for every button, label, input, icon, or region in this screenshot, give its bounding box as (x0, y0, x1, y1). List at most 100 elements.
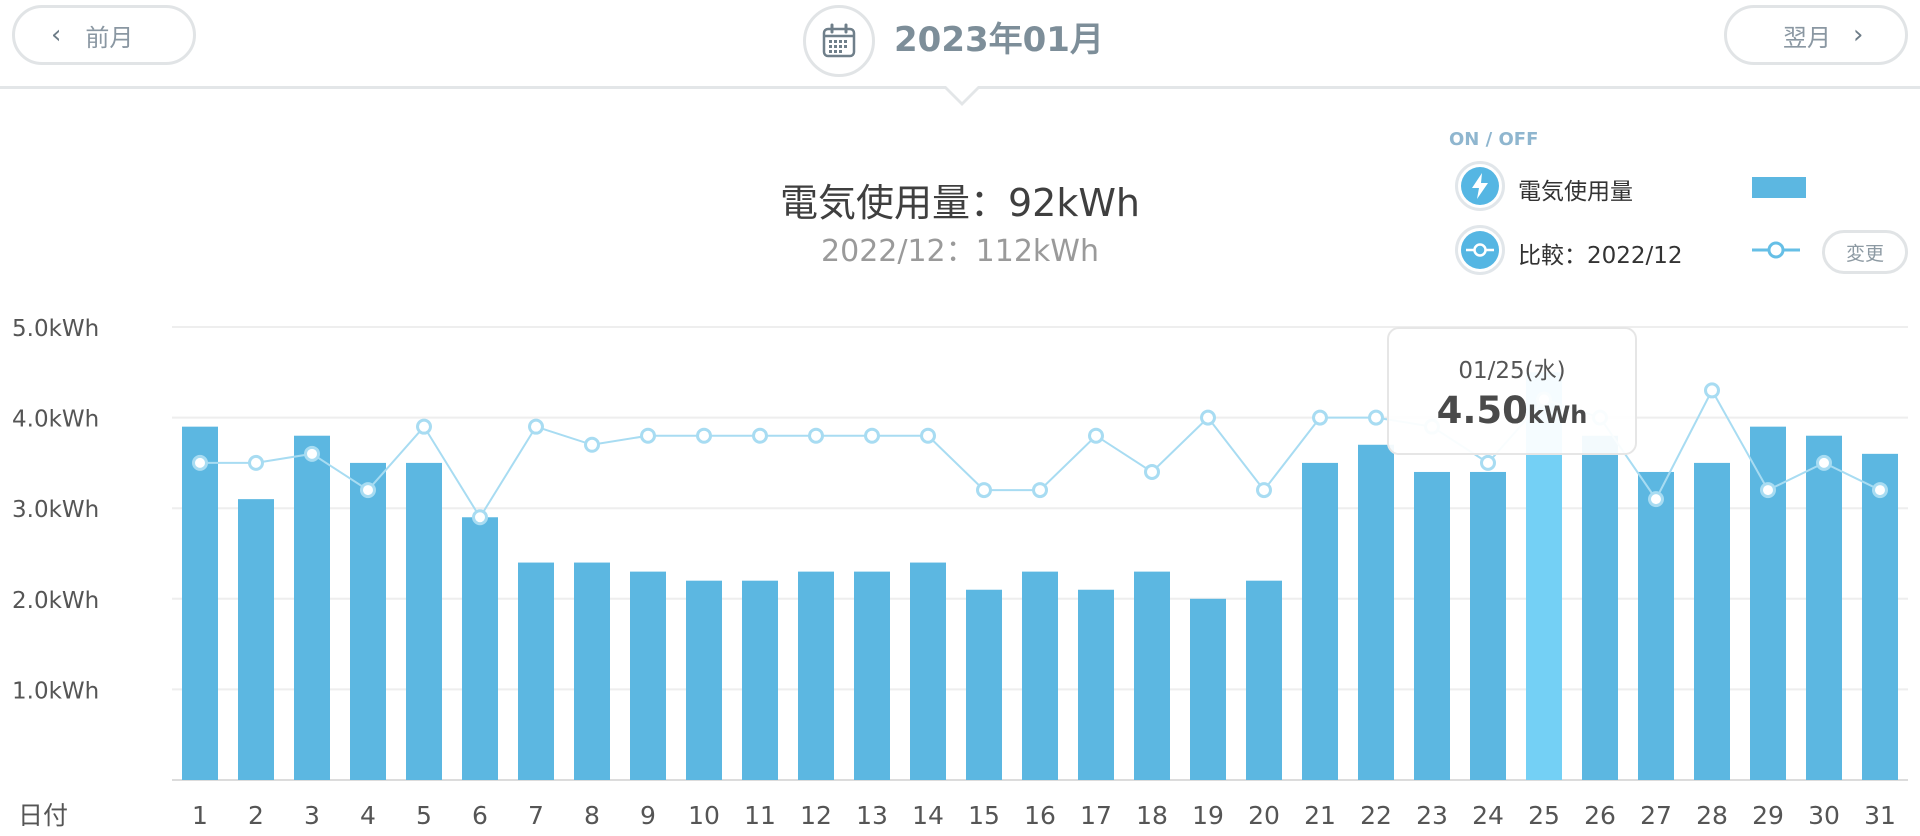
x-tick-label: 7 (528, 801, 544, 830)
usage-legend-label: 電気使用量 (1518, 179, 1633, 205)
change-compare-button[interactable]: 変更 (1822, 230, 1908, 274)
next-month-label: 翌月 (1783, 23, 1831, 52)
month-title: 2023年01月 (894, 20, 1104, 60)
chevron-left-icon: ‹ (51, 20, 62, 50)
x-tick-label: 19 (1192, 801, 1224, 830)
bar[interactable] (1078, 589, 1114, 780)
bar[interactable] (686, 580, 722, 780)
bar[interactable] (1358, 444, 1394, 780)
bar[interactable] (854, 571, 890, 780)
compare-point (360, 482, 376, 499)
x-tick-label: 31 (1864, 801, 1896, 830)
bar[interactable] (966, 589, 1002, 780)
y-tick-label: 4.0kWh (12, 407, 99, 433)
bar[interactable] (574, 562, 610, 780)
compare-point (1480, 454, 1496, 471)
compare-point (248, 454, 264, 471)
y-tick-label: 2.0kWh (12, 588, 99, 614)
prev-month-button[interactable]: ‹ 前月 (12, 5, 196, 65)
bar[interactable] (1302, 462, 1338, 780)
compare-point (1704, 382, 1720, 399)
x-tick-label: 28 (1696, 801, 1728, 830)
bar[interactable] (1022, 571, 1058, 780)
compare-point (192, 454, 208, 471)
x-axis-label: 日付 (18, 801, 68, 830)
tooltip-value: 4.50kWh (1389, 389, 1635, 432)
compare-toggle[interactable] (1455, 225, 1505, 275)
compare-point (864, 427, 880, 444)
next-month-button[interactable]: 翌月 › (1724, 5, 1908, 65)
bar[interactable] (238, 499, 274, 780)
x-tick-label: 10 (688, 801, 720, 830)
bar[interactable] (630, 571, 666, 780)
bar[interactable] (798, 571, 834, 780)
bar[interactable] (1190, 598, 1226, 780)
compare-point (808, 427, 824, 444)
onoff-label: ON / OFF (1449, 129, 1539, 150)
usage-legend-swatch (1752, 177, 1806, 198)
compare-point (1144, 463, 1160, 480)
bar[interactable] (910, 562, 946, 780)
bar[interactable] (462, 517, 498, 780)
compare-point (640, 427, 656, 444)
compare-point (1032, 482, 1048, 499)
calendar-button[interactable] (803, 5, 875, 77)
x-tick-label: 18 (1136, 801, 1168, 830)
compare-point (1648, 491, 1664, 508)
bar[interactable] (350, 462, 386, 780)
x-tick-label: 3 (304, 801, 320, 830)
compare-point (304, 445, 320, 462)
bar[interactable] (518, 562, 554, 780)
y-tick-label: 1.0kWh (12, 678, 99, 704)
y-tick-label: 5.0kWh (12, 316, 99, 342)
tooltip-date: 01/25(水) (1458, 358, 1566, 384)
x-tick-label: 13 (856, 801, 888, 830)
prev-month-label: 前月 (85, 23, 134, 52)
bar[interactable] (1862, 453, 1898, 780)
x-tick-label: 24 (1472, 801, 1504, 830)
x-tick-label: 21 (1304, 801, 1336, 830)
compare-point (1760, 482, 1776, 499)
usage-total: 電気使用量：92kWh (779, 181, 1141, 225)
bar[interactable] (1806, 435, 1842, 780)
x-tick-label: 9 (640, 801, 656, 830)
bar[interactable] (182, 426, 218, 780)
usage-toggle[interactable] (1455, 161, 1505, 211)
bar[interactable] (1638, 471, 1674, 780)
bar[interactable] (1134, 571, 1170, 780)
bar[interactable] (1582, 435, 1618, 780)
compare-point (1088, 427, 1104, 444)
x-tick-label: 22 (1360, 801, 1392, 830)
compare-point (1312, 409, 1328, 426)
x-tick-label: 11 (744, 801, 776, 830)
x-tick-label: 29 (1752, 801, 1784, 830)
bar[interactable] (406, 462, 442, 780)
compare-point (696, 427, 712, 444)
bar[interactable] (294, 435, 330, 780)
tooltip-number: 4.50 (1436, 389, 1528, 432)
bar[interactable] (1694, 462, 1730, 780)
compare-point (1200, 409, 1216, 426)
x-tick-label: 16 (1024, 801, 1056, 830)
bar[interactable] (1414, 471, 1450, 780)
x-tick-label: 26 (1584, 801, 1616, 830)
month-header: ‹ 前月 2023年01月 翌月 › (0, 0, 1920, 88)
x-tick-label: 20 (1248, 801, 1280, 830)
compare-point (920, 427, 936, 444)
compare-point (1256, 482, 1272, 499)
compare-point (584, 436, 600, 453)
bar[interactable] (1750, 426, 1786, 780)
x-tick-label: 14 (912, 801, 944, 830)
tooltip-unit: kWh (1527, 401, 1588, 429)
x-tick-label: 6 (472, 801, 488, 830)
compare-legend-swatch (1752, 241, 1800, 259)
lightning-icon (1472, 173, 1488, 199)
x-tick-label: 1 (192, 801, 208, 830)
bar[interactable] (742, 580, 778, 780)
compare-point (472, 509, 488, 526)
compare-total: 2022/12：112kWh (821, 234, 1099, 269)
x-tick-label: 5 (416, 801, 432, 830)
bar[interactable] (1246, 580, 1282, 780)
bar[interactable] (1470, 471, 1506, 780)
